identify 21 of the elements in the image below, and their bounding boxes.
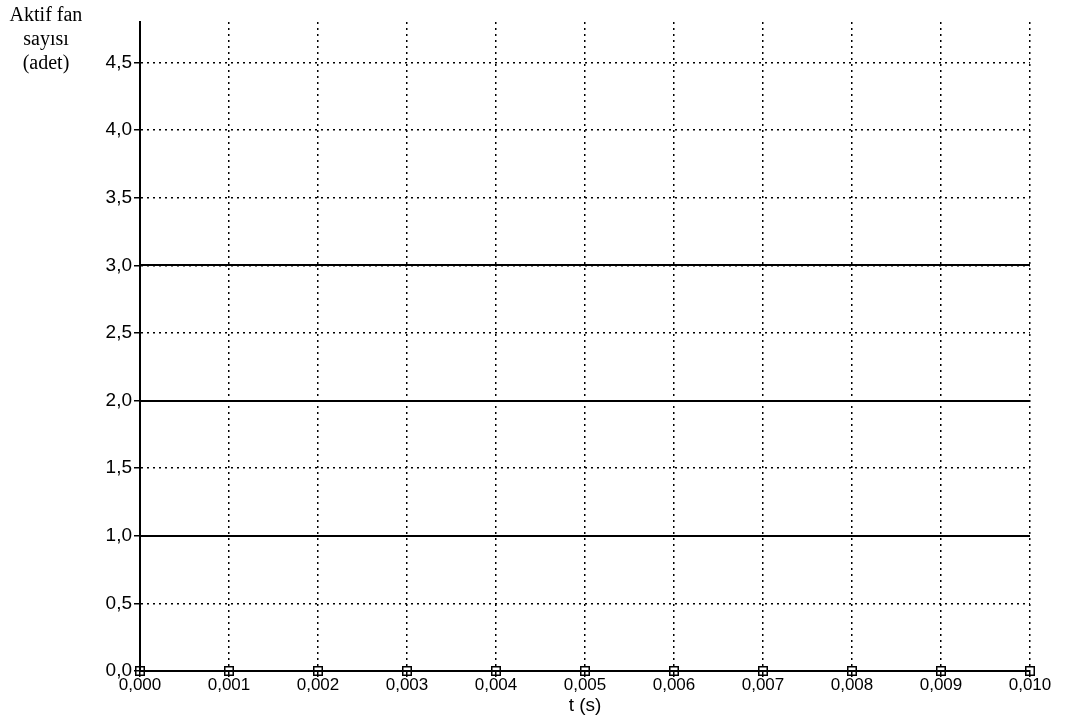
x-tick-label: 0,010	[1008, 675, 1052, 695]
y-axis-title: Aktif fan sayısı (adet)	[8, 2, 84, 74]
y-tick-label: 4,5	[105, 50, 132, 72]
y-tick-label: 3,5	[105, 186, 132, 208]
y-tick-label: 2,5	[105, 321, 132, 343]
x-tick-label: 0,001	[207, 675, 251, 695]
x-tick-label: 0,006	[652, 675, 696, 695]
y-tick-label: 2,0	[105, 388, 132, 410]
x-tick-label: 0,004	[474, 675, 518, 695]
x-tick-label: 0,002	[296, 675, 340, 695]
y-tick-label: 3,0	[105, 253, 132, 275]
x-tick-label: 0,008	[830, 675, 874, 695]
x-tick-label: 0,003	[385, 675, 429, 695]
x-axis-title: t (s)	[568, 693, 602, 715]
x-tick-label: 0,007	[741, 675, 785, 695]
y-tick-label: 0,5	[105, 591, 132, 613]
x-tick-label: 0,009	[919, 675, 963, 695]
y-tick-label: 4,0	[105, 118, 132, 140]
x-tick-label: 0,005	[563, 675, 607, 695]
y-tick-label: 1,0	[105, 524, 132, 546]
y-tick-label: 1,5	[105, 456, 132, 478]
